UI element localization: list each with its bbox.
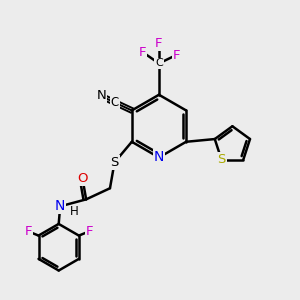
Text: F: F: [24, 225, 32, 238]
Text: S: S: [217, 153, 226, 166]
Text: O: O: [77, 172, 88, 185]
Text: F: F: [155, 38, 163, 50]
Text: C: C: [155, 58, 163, 68]
Text: N: N: [55, 199, 65, 213]
Text: S: S: [110, 156, 119, 169]
Text: N: N: [154, 151, 164, 164]
Text: F: F: [85, 225, 93, 238]
Text: C: C: [111, 96, 119, 109]
Text: H: H: [70, 205, 79, 218]
Text: F: F: [172, 49, 180, 62]
Text: F: F: [139, 46, 146, 59]
Text: N: N: [96, 89, 106, 102]
